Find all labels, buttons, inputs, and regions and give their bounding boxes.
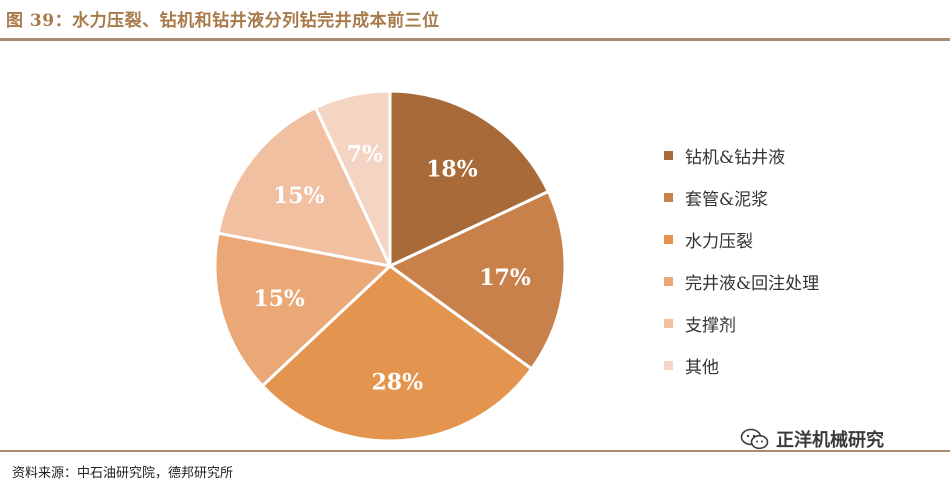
pie-slice [313,89,392,267]
legend-swatch [664,318,673,328]
top-divider [0,38,950,41]
legend-item: 完井液&回注处理 [664,260,819,302]
slice-value-label: 28% [371,369,423,395]
pie-slice [213,231,394,388]
legend-swatch [664,150,673,160]
slice-value-label: 17% [479,265,531,291]
legend-item: 水力压裂 [664,218,819,260]
legend-swatch [664,360,673,370]
legend-item: 钻机&钻井液 [664,134,819,176]
slice-value-label: 15% [253,286,305,312]
pie-slice [216,105,393,269]
wechat-icon [740,428,769,450]
legend-label: 完井液&回注处理 [685,273,820,294]
legend-label: 钻机&钻井液 [685,147,786,168]
legend-label: 套管&泥浆 [685,189,769,210]
slice-value-label: 18% [426,156,478,182]
figure-title: 图 39：水力压裂、钻机和钻井液分列钻完井成本前三位 [6,11,440,31]
slice-value-label: 7% [347,141,383,167]
pie-slice [387,189,567,371]
source-note: 资料来源：中石油研究院，德邦研究所 [12,466,234,481]
legend-item: 套管&泥浆 [664,176,819,218]
bottom-divider [0,450,950,452]
pie-slice [388,89,551,269]
watermark-text: 正洋机械研究 [776,430,884,451]
pie-slice [260,264,534,443]
legend-swatch [664,234,673,244]
slice-value-label: 15% [273,183,325,209]
legend-swatch [664,192,673,202]
watermark: 正洋机械研究 [740,426,884,452]
legend-label: 其他 [685,357,719,378]
legend-swatch [664,276,673,286]
chart-legend: 钻机&钻井液 套管&泥浆水力压裂完井液&回注处理 支撑剂其他 [664,134,819,386]
legend-item: 支撑剂 [664,302,819,344]
legend-label: 水力压裂 [685,231,753,252]
legend-item: 其他 [664,344,819,386]
legend-label: 支撑剂 [685,315,736,336]
